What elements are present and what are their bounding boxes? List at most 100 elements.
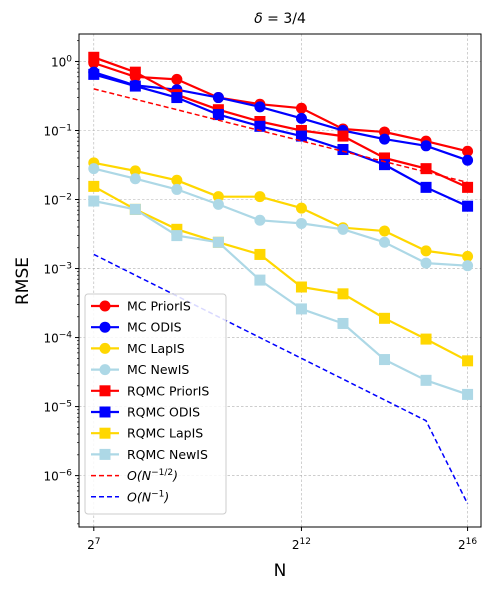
- data-point: [212, 198, 224, 210]
- data-point: [420, 163, 432, 175]
- legend-entry-7: RQMC NewIS: [91, 447, 208, 462]
- data-point: [337, 288, 349, 300]
- x-tick-label-base: 2: [458, 538, 466, 552]
- data-point: [212, 109, 224, 121]
- y-axis-label: RMSE: [13, 257, 33, 305]
- plot-frame: [78, 33, 482, 528]
- legend-label-prefix: O(N: [127, 468, 152, 483]
- legend-label-exponent: −1/2: [151, 468, 173, 478]
- data-point: [420, 333, 432, 345]
- legend-label-suffix: ): [163, 489, 169, 504]
- legend-label: O(N−1): [127, 489, 169, 504]
- data-point: [129, 203, 141, 215]
- data-point: [254, 101, 266, 113]
- x-tick-label: 212: [292, 537, 311, 552]
- data-point: [337, 317, 349, 329]
- legend-label: O(N−1/2): [127, 468, 178, 483]
- legend-entry-6: RQMC LapIS: [91, 426, 203, 441]
- data-point: [171, 92, 183, 104]
- y-tick-label-exponent: −5: [59, 400, 72, 410]
- data-point: [420, 374, 432, 386]
- x-tick-label: 216: [458, 537, 477, 552]
- y-tick-label: 100: [51, 54, 72, 69]
- legend-label: RQMC PriorIS: [127, 383, 209, 398]
- x-tick-label-base: 2: [87, 538, 95, 552]
- data-point: [462, 181, 474, 193]
- legend-marker: [99, 427, 111, 439]
- data-point: [379, 159, 391, 171]
- series-line: [93, 161, 468, 258]
- data-point: [295, 281, 307, 293]
- legend-marker: [99, 342, 111, 354]
- y-tick-label-exponent: −2: [59, 193, 72, 203]
- series-3: [88, 163, 474, 272]
- series-9: [93, 253, 469, 505]
- data-point: [88, 68, 100, 80]
- x-tick-label: 27: [87, 537, 100, 552]
- data-point: [462, 145, 474, 157]
- data-point: [379, 133, 391, 145]
- legend-label: RQMC LapIS: [127, 426, 203, 441]
- data-point: [129, 165, 141, 177]
- legend-label: RQMC NewIS: [127, 447, 208, 462]
- series-lines: [88, 51, 474, 505]
- legend-entry-3: MC NewIS: [91, 362, 189, 377]
- legend-marker: [99, 406, 111, 418]
- data-point: [420, 257, 432, 269]
- series-line: [93, 167, 468, 267]
- y-tick-label: 10−3: [43, 262, 72, 277]
- data-point: [420, 140, 432, 152]
- x-tick-label-exponent: 7: [95, 537, 101, 547]
- y-tick-label-exponent: −3: [59, 262, 72, 272]
- legend-label: MC LapIS: [127, 341, 185, 356]
- data-point: [254, 274, 266, 286]
- y-tick-label: 10−2: [43, 193, 72, 208]
- chart-title: δ = 3/4: [254, 11, 306, 27]
- y-tick-label-exponent: −6: [59, 469, 73, 479]
- y-tick-label-base: 10: [43, 263, 58, 277]
- data-point: [88, 163, 100, 175]
- y-tick-label-exponent: −1: [59, 123, 72, 133]
- data-point: [171, 223, 183, 235]
- legend-marker: [99, 448, 111, 460]
- series-4: [88, 51, 474, 193]
- data-point: [420, 181, 432, 193]
- series-line: [93, 71, 468, 162]
- data-point: [254, 214, 266, 226]
- data-point: [420, 245, 432, 257]
- data-point: [337, 130, 349, 142]
- data-point: [379, 152, 391, 164]
- data-point: [379, 225, 391, 237]
- x-tick-label-base: 2: [292, 538, 300, 552]
- series-5: [88, 68, 474, 212]
- legend-entry-9: O(N−1): [91, 489, 169, 504]
- data-point: [295, 303, 307, 315]
- legend-marker: [99, 364, 111, 376]
- y-tick-label-base: 10: [43, 124, 58, 138]
- data-point: [129, 80, 141, 92]
- series-line: [93, 73, 469, 208]
- legend-entry-1: MC ODIS: [91, 320, 182, 335]
- legend: MC PriorIS MC ODIS MC LapIS MC NewIS RQMC Pr…: [84, 293, 227, 515]
- data-point: [88, 180, 100, 192]
- series-line: [93, 185, 469, 362]
- legend-entry-8: O(N−1/2): [91, 468, 178, 483]
- data-point: [379, 312, 391, 324]
- x-axis-label: N: [274, 561, 287, 581]
- series-2: [88, 157, 474, 262]
- data-point: [88, 51, 100, 63]
- data-point: [171, 174, 183, 186]
- legend-label-exponent: −1: [151, 489, 164, 499]
- legend-marker: [99, 300, 111, 312]
- y-tick-label-base: 10: [43, 470, 58, 484]
- data-point: [171, 73, 183, 85]
- data-point: [462, 388, 474, 400]
- y-tick-label: 10−1: [43, 123, 72, 138]
- y-tick-label-base: 10: [43, 401, 58, 415]
- data-point: [379, 236, 391, 248]
- series-line: [93, 199, 468, 396]
- legend-marker: [99, 321, 111, 333]
- y-tick-label: 10−5: [43, 400, 72, 415]
